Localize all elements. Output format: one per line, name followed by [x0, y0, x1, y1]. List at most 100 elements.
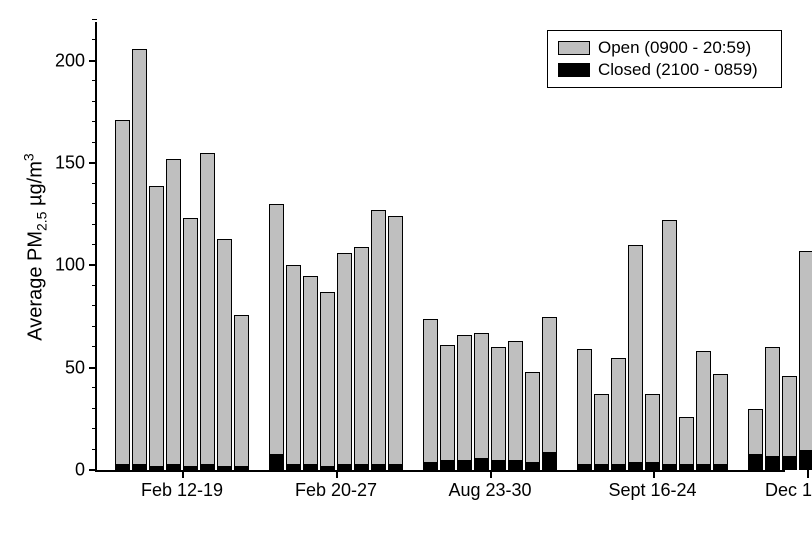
bar-closed [423, 462, 438, 470]
bar-closed [166, 464, 181, 470]
legend-label-closed: Closed (2100 - 0859) [598, 59, 758, 81]
x-tick [182, 470, 184, 478]
bar-open [166, 159, 181, 470]
bar-closed [782, 456, 797, 470]
bar-open [765, 347, 780, 470]
legend-row-closed: Closed (2100 - 0859) [558, 59, 771, 81]
y-tick-minor [92, 346, 97, 347]
bar-closed [269, 454, 284, 470]
legend-label-open: Open (0900 - 20:59) [598, 37, 751, 59]
bar-closed [337, 464, 352, 470]
x-tick [336, 470, 338, 478]
bar-closed [662, 464, 677, 470]
y-tick-minor [92, 285, 97, 286]
bar-open [388, 216, 403, 470]
bar-closed [645, 462, 660, 470]
y-tick-minor [92, 203, 97, 204]
bar-open [799, 251, 812, 470]
bar-closed [611, 464, 626, 470]
y-tick-minor [92, 80, 97, 81]
legend: Open (0900 - 20:59)Closed (2100 - 0859) [547, 30, 782, 88]
x-group-label: Sept 16-24 [608, 480, 696, 501]
bar-open [474, 333, 489, 470]
bar-closed [286, 464, 301, 470]
bar-open [542, 317, 557, 470]
bar-open [713, 374, 728, 470]
bar-closed [200, 464, 215, 470]
y-tick-label: 100 [55, 255, 85, 276]
bar-closed [679, 464, 694, 470]
bar-open [183, 218, 198, 470]
y-tick-minor [92, 449, 97, 450]
y-axis-title: Average PM2.5 µg/m3 [21, 153, 50, 340]
bar-open [508, 341, 523, 470]
bar-closed [183, 466, 198, 470]
bar-open [200, 153, 215, 470]
y-tick-label: 50 [65, 357, 85, 378]
bar-closed [132, 464, 147, 470]
y-tick-minor [92, 224, 97, 225]
bar-open [320, 292, 335, 470]
x-group-label: Feb 12-19 [141, 480, 223, 501]
x-tick [807, 470, 809, 478]
bar-closed [371, 464, 386, 470]
x-tick [653, 470, 655, 478]
pm25-bar-chart: 050100150200Feb 12-19Feb 20-27Aug 23-30S… [0, 0, 812, 534]
bar-closed [440, 460, 455, 470]
y-tick-minor [92, 244, 97, 245]
bar-open [149, 186, 164, 470]
bar-closed [491, 460, 506, 470]
y-tick-minor [92, 39, 97, 40]
bar-closed [628, 462, 643, 470]
bar-open [577, 349, 592, 470]
bar-closed [217, 466, 232, 470]
y-tick-minor [92, 408, 97, 409]
bar-closed [354, 464, 369, 470]
bar-open [423, 319, 438, 470]
y-tick [89, 469, 97, 471]
bar-open [337, 253, 352, 470]
bar-closed [799, 450, 812, 470]
bar-closed [594, 464, 609, 470]
y-tick-minor [92, 121, 97, 122]
bar-closed [474, 458, 489, 470]
bar-open [679, 417, 694, 470]
y-tick-minor [92, 387, 97, 388]
y-tick-minor [92, 101, 97, 102]
y-tick [89, 264, 97, 266]
legend-swatch-closed [558, 63, 590, 77]
x-group-label: Aug 23-30 [448, 480, 531, 501]
bar-open [645, 394, 660, 470]
bar-open [234, 315, 249, 470]
y-tick-minor [92, 19, 97, 20]
legend-swatch-open [558, 41, 590, 55]
bar-closed [234, 466, 249, 470]
y-tick [89, 60, 97, 62]
bar-closed [149, 466, 164, 470]
y-tick-label: 0 [75, 460, 85, 481]
bar-closed [765, 456, 780, 470]
bar-closed [320, 466, 335, 470]
bar-open [371, 210, 386, 470]
y-tick-label: 150 [55, 153, 85, 174]
bar-open [594, 394, 609, 470]
bar-closed [696, 464, 711, 470]
bar-closed [748, 454, 763, 470]
bar-open [525, 372, 540, 470]
bar-open [628, 245, 643, 470]
bar-open [354, 247, 369, 470]
y-tick [89, 162, 97, 164]
bar-closed [457, 460, 472, 470]
bar-open [491, 347, 506, 470]
y-tick-minor [92, 142, 97, 143]
bar-open [217, 239, 232, 470]
x-group-label: Feb 20-27 [295, 480, 377, 501]
bar-open [696, 351, 711, 470]
bar-open [662, 220, 677, 470]
bar-closed [115, 464, 130, 470]
bar-closed [508, 460, 523, 470]
y-tick-minor [92, 305, 97, 306]
x-tick [490, 470, 492, 478]
bar-open [440, 345, 455, 470]
y-tick [89, 367, 97, 369]
